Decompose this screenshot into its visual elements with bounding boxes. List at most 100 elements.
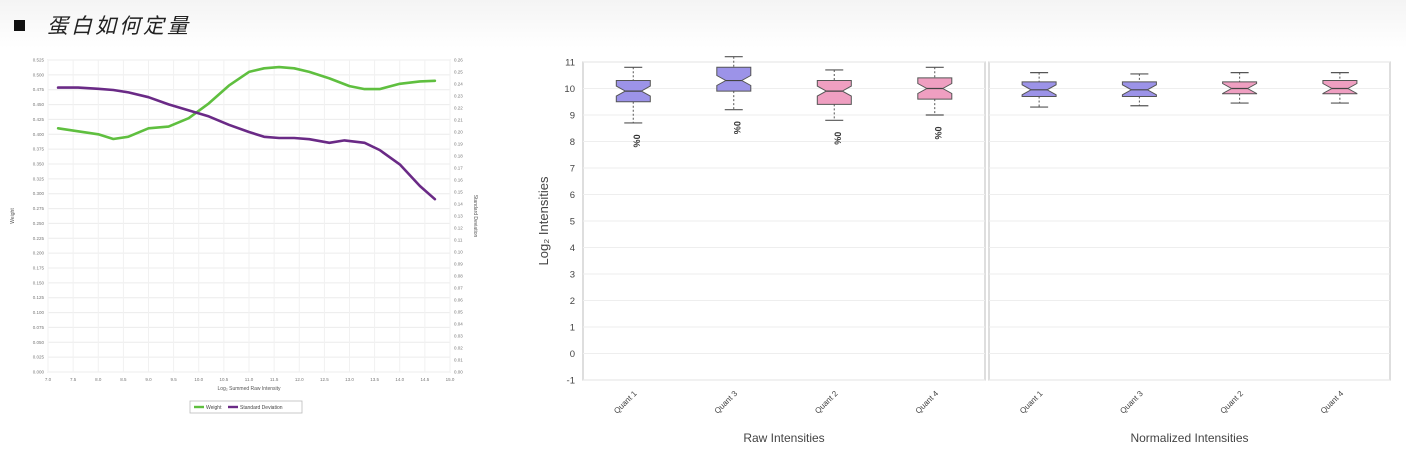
x-axis-label: Log₂ Summed Raw Intensity [217, 386, 281, 392]
y2-tick-label: 0.25 [454, 70, 463, 75]
y-axis-label: Weight [10, 208, 16, 224]
y-tick-label: 0.450 [33, 102, 45, 107]
x-tick-label: Quant 1 [612, 389, 639, 416]
x-tick-label: 10.5 [219, 377, 228, 382]
header-band [0, 0, 1406, 48]
y2-tick-label: 0.05 [454, 310, 463, 315]
intensity-boxplot-chart: Log₂ Intensities -1 0 1 2 3 4 5 6 7 8 9 10 11 0% Quant … [520, 50, 1406, 454]
intensity-boxplot-chart-svg: Log₂ Intensities -1 0 1 2 3 4 5 6 7 8 9 10 11 0% Quant … [536, 56, 1391, 445]
box-body [1121, 81, 1157, 97]
x-tick-label: 9.0 [145, 377, 152, 382]
y-tick-label: 0.375 [33, 147, 45, 152]
x-tick-label: 7.5 [70, 377, 77, 382]
box-annotation: 0% [631, 134, 641, 147]
x-tick-label: 7.0 [45, 377, 52, 382]
y-tick-label: 1 [570, 323, 575, 334]
x-tick-label: Quant 3 [713, 389, 740, 416]
box-body [1322, 80, 1358, 95]
x-tick-label: 10.0 [194, 377, 203, 382]
y2-tick-label: 0.19 [454, 142, 463, 147]
x-tick-label: Quant 4 [1319, 389, 1346, 416]
y2-tick-label: 0.24 [454, 82, 463, 87]
x-axis-label: Raw Intensities [743, 431, 824, 445]
weight-sd-line-chart: 0.000 0.025 0.050 0.075 0.100 0.125 0.150 0.175… [4, 50, 492, 422]
y-tick-label: 9 [570, 111, 575, 122]
y-tick-label: 0.425 [33, 117, 45, 122]
series-line-2 [56, 86, 437, 201]
x-tick-label: Quant 2 [1219, 389, 1246, 416]
y2-tick-label: 0.08 [454, 274, 463, 279]
x-tick-label: 14.0 [395, 377, 404, 382]
y2-tick-label: 0.03 [454, 334, 463, 339]
y-tick-label: 0.275 [33, 206, 45, 211]
box-body [1021, 81, 1057, 97]
y-tick-label: 0.475 [33, 87, 45, 92]
y-tick-label: 0.100 [33, 310, 45, 315]
y-tick-label: 0.050 [33, 340, 45, 345]
y2-tick-label: 0.02 [454, 346, 463, 351]
y-tick-label: 7 [570, 164, 575, 175]
x-tick-label: Quant 4 [914, 389, 941, 416]
y-tick-label: 11 [565, 58, 575, 69]
y2-tick-label: 0.01 [454, 358, 463, 363]
y-tick-label: 8 [570, 137, 575, 148]
x-tick-label: 12.0 [295, 377, 304, 382]
x-tick-label: 8.5 [120, 377, 127, 382]
x-axis-label: Normalized Intensities [1130, 431, 1248, 445]
y-tick-label: 0.350 [33, 162, 45, 167]
box-annotation: 0% [832, 132, 842, 145]
x-tick-label: 13.5 [370, 377, 379, 382]
y2-tick-label: 0.11 [454, 238, 463, 243]
legend-label: Standard Deviation [240, 405, 283, 411]
x-tick-label: 13.0 [345, 377, 354, 382]
y2-tick-label: 0.16 [454, 178, 463, 183]
x-tick-label: 8.0 [95, 377, 102, 382]
x-tick-label: Quant 3 [1118, 389, 1145, 416]
y2-tick-label: 0.17 [454, 166, 463, 171]
y2-tick-label: 0.15 [454, 190, 463, 195]
x-tick-label: 14.5 [420, 377, 429, 382]
x-tick-label: Quant 2 [813, 389, 840, 416]
y-tick-label: 0.400 [33, 132, 45, 137]
slide-title: 蛋白如何定量 [47, 14, 191, 38]
y-tick-label: 5 [570, 217, 575, 228]
y-tick-label: 4 [570, 243, 575, 254]
y-tick-label: 0.250 [33, 221, 45, 226]
y-tick-label: 0.175 [33, 266, 45, 271]
x-tick-label: 11.5 [270, 377, 279, 382]
x-tick-label: 11.0 [245, 377, 254, 382]
y-tick-label: 0.525 [33, 58, 45, 63]
x-tick-label: 9.5 [170, 377, 177, 382]
y2-tick-label: 0.20 [454, 130, 463, 135]
y-tick-label: 0.300 [33, 191, 45, 196]
y-tick-label: 0.225 [33, 236, 45, 241]
y2-axis-label: Standard Deviation [472, 195, 478, 238]
y2-tick-label: 0.26 [454, 58, 463, 63]
square-bullet-icon [14, 19, 25, 31]
box-annotation: 0% [732, 121, 742, 134]
y-tick-label: 3 [570, 270, 575, 281]
y-tick-label: 0.150 [33, 280, 45, 285]
y2-tick-label: 0.23 [454, 94, 463, 99]
legend-box [189, 400, 303, 414]
y2-tick-label: 0.13 [454, 214, 463, 219]
y-tick-label: 6 [570, 190, 575, 201]
y-tick-label: 0 [570, 349, 575, 360]
y2-tick-label: 0.21 [454, 118, 463, 123]
y2-tick-label: 0.06 [454, 298, 463, 303]
y2-tick-label: 0.18 [454, 154, 463, 159]
box-annotation: 0% [933, 126, 943, 139]
y-axis-label: Log₂ Intensities [536, 176, 551, 265]
y2-tick-label: 0.00 [454, 370, 463, 375]
y-tick-label: 0.325 [33, 176, 45, 181]
legend-label: Weight [206, 405, 222, 411]
y2-tick-label: 0.04 [454, 322, 463, 327]
box-body [816, 80, 852, 105]
y-tick-label: 0.200 [33, 251, 45, 256]
y2-tick-label: 0.22 [454, 106, 463, 111]
y-tick-label: -1 [567, 376, 575, 387]
y2-tick-label: 0.12 [454, 226, 463, 231]
y2-tick-label: 0.10 [454, 250, 463, 255]
x-tick-label: 15.0 [446, 377, 455, 382]
y2-tick-label: 0.09 [454, 262, 463, 267]
